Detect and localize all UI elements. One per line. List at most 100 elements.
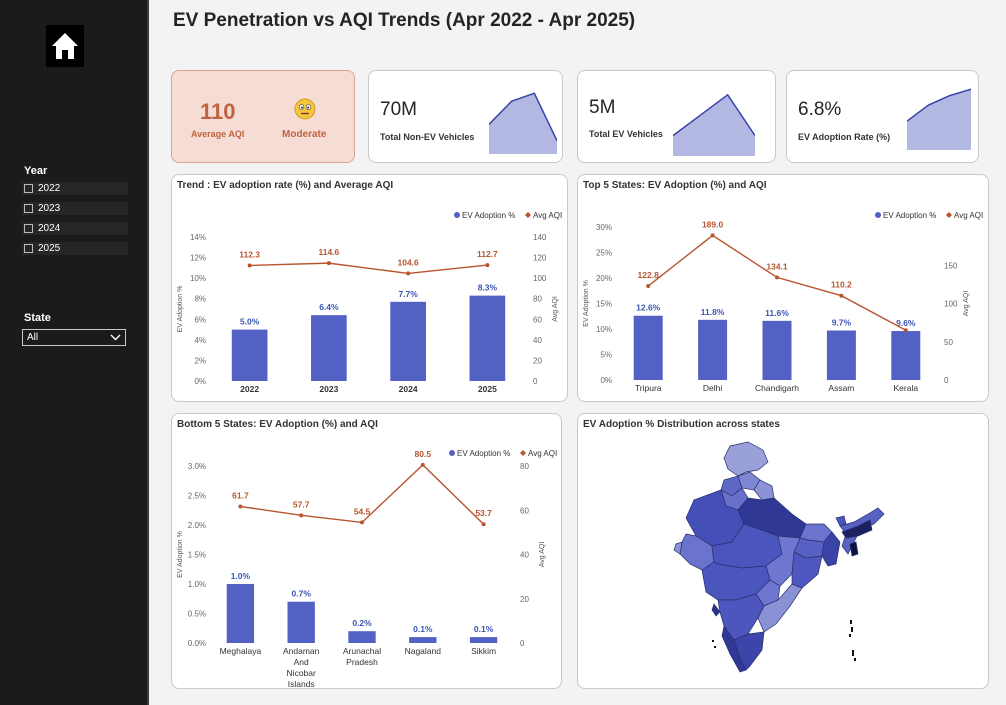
avg-aqi-label: Average AQI <box>191 129 245 139</box>
x-tick-label: Nagaland <box>405 646 442 656</box>
aqi-point[interactable] <box>360 520 364 525</box>
checkbox[interactable] <box>24 184 33 193</box>
bottom-states-chart: 0.0% 0.5% 1.0% 1.5% 2.0% 2.5% 3.0% 0 20 40 60 80 EV … <box>177 449 557 688</box>
year-option-2024[interactable]: 2024 <box>22 222 128 235</box>
year-option-2022[interactable]: 2022 <box>22 182 128 195</box>
legend-label-ev: EV Adoption % <box>883 211 936 220</box>
legend-marker-aqi <box>946 212 952 218</box>
avg-aqi-card: 110 Average AQI Moderate <box>171 70 355 163</box>
sparkline-line <box>489 92 557 142</box>
aqi-point[interactable] <box>485 263 490 268</box>
aqi-data-label: 112.7 <box>477 249 498 259</box>
map-region-north <box>723 441 769 477</box>
non-ev-card: 70M Total Non-EV Vehicles <box>368 70 563 163</box>
aqi-point[interactable] <box>710 233 715 238</box>
chevron-down-icon <box>110 334 121 341</box>
y-tick-label: 2.5% <box>188 492 206 501</box>
bar[interactable] <box>633 315 663 380</box>
x-tick-label: Meghalaya <box>220 646 262 656</box>
state-dropdown[interactable]: All <box>22 329 126 346</box>
y2-tick-label: 0 <box>533 377 538 386</box>
adoption-sparkline <box>907 88 971 150</box>
bar[interactable] <box>409 637 437 643</box>
y-tick-label: 20% <box>596 274 612 283</box>
map-island-dot <box>849 634 851 637</box>
map-region-karnataka <box>717 593 765 641</box>
aqi-point[interactable] <box>247 263 252 268</box>
aqi-point[interactable] <box>299 513 304 518</box>
aqi-point[interactable] <box>481 522 486 527</box>
y-tick-label: 2% <box>194 356 206 365</box>
aqi-point[interactable] <box>406 271 411 276</box>
x-tick-label: 2025 <box>478 384 497 394</box>
bar[interactable] <box>287 601 315 643</box>
aqi-point[interactable] <box>238 504 243 509</box>
aqi-point[interactable] <box>326 261 331 266</box>
bottom-states-title: Bottom 5 States: EV Adoption (%) and AQI <box>177 419 378 430</box>
india-map[interactable] <box>578 414 988 688</box>
map-region-gujarat-coast <box>673 541 683 555</box>
y-tick-label: 5% <box>600 351 612 360</box>
bar[interactable] <box>231 329 268 381</box>
x-tick-label: Tripura <box>635 383 662 393</box>
aqi-point[interactable] <box>775 275 779 280</box>
bar[interactable] <box>226 584 255 643</box>
bar[interactable] <box>891 331 921 380</box>
aqi-data-label: 189.0 <box>702 219 724 229</box>
aqi-point[interactable] <box>646 284 651 289</box>
bar[interactable] <box>469 637 498 643</box>
x-tick-label: And <box>294 657 309 667</box>
aqi-data-label: 53.7 <box>475 508 492 518</box>
bar[interactable] <box>311 315 347 381</box>
aqi-point[interactable] <box>420 462 425 467</box>
sparkline-area <box>489 93 557 154</box>
y2-tick-label: 40 <box>520 551 529 560</box>
year-option-2025[interactable]: 2025 <box>22 242 128 255</box>
aqi-data-label: 54.5 <box>354 506 371 516</box>
state-dropdown-value: All <box>27 332 39 343</box>
top-states-title: Top 5 States: EV Adoption (%) and AQI <box>583 180 767 191</box>
bar[interactable] <box>348 631 376 643</box>
home-button[interactable] <box>46 25 84 67</box>
x-tick-label: Andaman <box>283 646 320 656</box>
aqi-data-label: 112.3 <box>239 249 260 259</box>
aqi-data-label: 114.6 <box>318 247 339 257</box>
y-tick-label: 6% <box>194 315 206 324</box>
bar-data-label: 0.1% <box>474 624 494 634</box>
aqi-data-label: 122.8 <box>638 270 660 280</box>
checkbox[interactable] <box>24 204 33 213</box>
bar[interactable] <box>698 319 728 380</box>
aqi-data-label: 61.7 <box>232 490 249 500</box>
year-filter-label: Year <box>24 165 48 177</box>
map-title: EV Adoption % Distribution across states <box>583 419 780 430</box>
aqi-data-label: 57.7 <box>293 499 310 509</box>
aqi-point[interactable] <box>839 293 844 298</box>
bar[interactable] <box>390 301 426 381</box>
y2-tick-label: 50 <box>944 338 953 347</box>
legend-label-aqi: Avg AQI <box>954 211 983 220</box>
aqi-point[interactable] <box>903 328 908 333</box>
face-emoji-icon <box>294 98 316 120</box>
checkbox[interactable] <box>24 244 33 253</box>
y-tick-label: 4% <box>194 336 206 345</box>
ev-value: 5M <box>589 97 616 118</box>
adoption-value: 6.8% <box>798 99 842 120</box>
map-region-tripura <box>849 541 859 557</box>
bottom-states-card: Bottom 5 States: EV Adoption (%) and AQI… <box>171 413 562 689</box>
y2-tick-label: 80 <box>520 462 529 471</box>
checkbox[interactable] <box>24 224 33 233</box>
year-option-2023[interactable]: 2023 <box>22 202 128 215</box>
y-tick-label: 0% <box>600 376 612 385</box>
page-title: EV Penetration vs AQI Trends (Apr 2022 -… <box>173 10 636 31</box>
y2-tick-label: 100 <box>533 274 547 283</box>
bar-data-label: 9.7% <box>832 318 852 328</box>
bar[interactable] <box>826 330 856 380</box>
bar[interactable] <box>469 295 506 381</box>
ev-label: Total EV Vehicles <box>589 129 663 139</box>
y-tick-label: 25% <box>596 249 612 258</box>
bar[interactable] <box>762 320 792 380</box>
legend-marker-ev <box>454 212 460 218</box>
sparkline-line <box>907 88 971 122</box>
legend-label-ev: EV Adoption % <box>457 449 510 458</box>
aqi-status-label: Moderate <box>282 129 327 140</box>
